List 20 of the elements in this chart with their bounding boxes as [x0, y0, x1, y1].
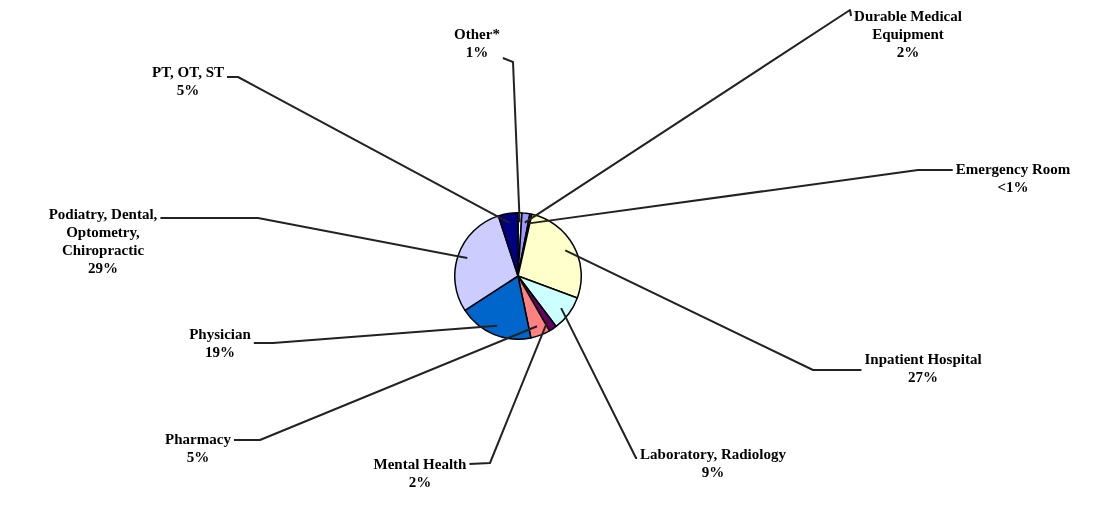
data-label: 2%: [896, 44, 920, 61]
data-label: 9%: [701, 464, 725, 481]
slice-label: Podiatry, Dental, Optometry, Chiropractic: [48, 206, 158, 259]
slice-label: Durable Medical Equipment: [854, 8, 962, 43]
data-label: 1%: [465, 44, 489, 61]
slice-label: Other*: [454, 26, 500, 43]
data-label: 19%: [205, 344, 235, 361]
data-label: 5%: [176, 82, 200, 99]
data-label: 27%: [908, 369, 938, 386]
data-label: 2%: [408, 474, 432, 491]
slice-label: Mental Health: [373, 456, 468, 473]
slice-label: PT, OT, ST: [152, 64, 224, 81]
data-label: <1%: [997, 179, 1029, 196]
slice-label: Laboratory, Radiology: [640, 446, 787, 463]
slice-label: Inpatient Hospital: [864, 351, 982, 368]
data-label: 29%: [88, 260, 118, 277]
data-label: 5%: [186, 449, 210, 466]
slice-label: Emergency Room: [955, 161, 1071, 178]
slice-label: Physician: [189, 326, 252, 343]
slice-label: Pharmacy: [165, 431, 232, 448]
